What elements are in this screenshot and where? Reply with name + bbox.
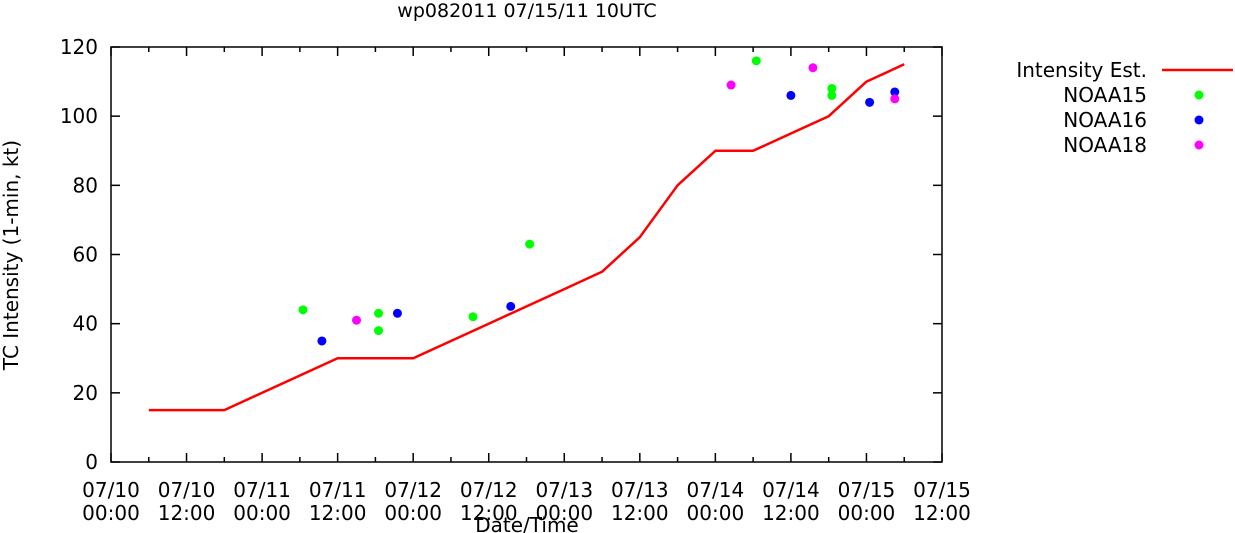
legend-label-noaa16: NOAA16	[1063, 108, 1147, 132]
data-point-noaa15	[751, 56, 761, 66]
x-tick-label-date: 07/10	[82, 478, 140, 502]
x-tick-label-time: 12:00	[913, 501, 971, 525]
chart-title: wp082011 07/15/11 10UTC	[397, 0, 656, 22]
x-tick-label-date: 07/13	[611, 478, 669, 502]
x-tick-label-date: 07/15	[913, 478, 971, 502]
legend-label-noaa15: NOAA15	[1063, 83, 1147, 107]
x-tick-label-time: 12:00	[309, 501, 367, 525]
data-point-noaa15	[468, 312, 478, 322]
data-point-noaa16	[392, 308, 402, 318]
y-tick-label: 60	[73, 243, 98, 267]
x-tick-label-date: 07/10	[158, 478, 216, 502]
data-point-noaa15	[374, 326, 384, 336]
y-tick-label: 120	[60, 35, 98, 59]
data-point-noaa18	[808, 63, 818, 73]
data-point-noaa16	[317, 336, 327, 346]
x-tick-label-date: 07/12	[384, 478, 442, 502]
x-tick-label-time: 00:00	[687, 501, 745, 525]
x-tick-label-time: 12:00	[611, 501, 669, 525]
x-tick-label-date: 07/14	[687, 478, 745, 502]
x-tick-label-time: 00:00	[838, 501, 896, 525]
legend-label-intensity-est-: Intensity Est.	[1016, 58, 1147, 82]
x-tick-label-time: 12:00	[158, 501, 216, 525]
y-axis-label: TC Intensity (1-min, kt)	[0, 140, 23, 371]
y-tick-label: 20	[73, 381, 98, 405]
plot-area: 02040608010012007/1000:0007/1012:0007/11…	[60, 35, 971, 525]
y-tick-label: 80	[73, 173, 98, 197]
x-tick-label-time: 00:00	[233, 501, 291, 525]
y-tick-label: 100	[60, 104, 98, 128]
x-tick-label-time: 00:00	[535, 501, 593, 525]
legend-label-noaa18: NOAA18	[1063, 133, 1147, 157]
data-point-noaa15	[827, 90, 837, 100]
data-point-noaa16	[506, 301, 516, 311]
data-point-noaa15	[827, 84, 837, 93]
x-tick-label-time: 00:00	[82, 501, 140, 525]
x-axis-label: Date/Time	[475, 513, 579, 533]
data-point-noaa18	[890, 94, 900, 104]
data-point-noaa16	[890, 87, 900, 97]
data-point-noaa18	[726, 80, 736, 90]
x-tick-label-time: 12:00	[762, 501, 820, 525]
data-point-noaa15	[525, 239, 535, 249]
plot-frame	[110, 46, 943, 463]
x-tick-label-time: 00:00	[384, 501, 442, 525]
y-tick-label: 0	[85, 450, 98, 474]
x-tick-label-time: 12:00	[460, 501, 518, 525]
legend-swatch-point	[1194, 90, 1204, 100]
x-tick-label-date: 07/11	[233, 478, 291, 502]
legend-swatch-point	[1194, 140, 1204, 150]
x-tick-label-date: 07/15	[838, 478, 896, 502]
series-line-intensity-est	[148, 63, 905, 412]
data-point-noaa18	[352, 315, 362, 325]
legend-swatch-point	[1194, 115, 1204, 125]
y-tick-label: 40	[73, 312, 98, 336]
x-tick-label-date: 07/11	[309, 478, 367, 502]
x-tick-label-date: 07/13	[535, 478, 593, 502]
data-point-noaa15	[374, 308, 384, 318]
data-point-noaa15	[298, 305, 308, 315]
x-tick-label-date: 07/12	[460, 478, 518, 502]
x-tick-label-date: 07/14	[762, 478, 820, 502]
data-point-noaa16	[865, 97, 875, 107]
data-point-noaa16	[786, 90, 796, 100]
